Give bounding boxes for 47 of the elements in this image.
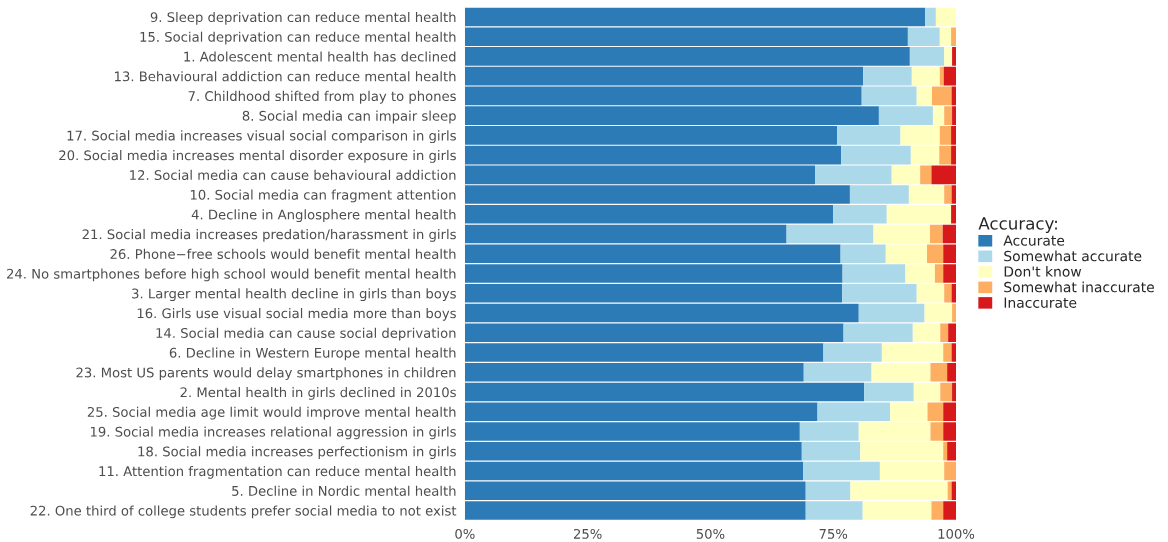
bar xyxy=(952,303,957,323)
y-tick-label: 11. Attention fragmentation can reduce mental health xyxy=(99,465,456,479)
x-tick-label: 75% xyxy=(819,528,848,539)
y-tick-label: 10. Social media can fragment attention xyxy=(190,189,456,203)
y-tick-label: 23. Most US parents would delay smartphones in children xyxy=(76,367,456,381)
y-tick-label: 2. Mental health in girls declined in 2010s xyxy=(180,386,456,400)
y-tick-label: 1. Adolescent mental health has declined xyxy=(184,51,456,62)
y-tick-label: 25. Social media age limit would improve mental health xyxy=(87,406,456,420)
x-tick-label: 25% xyxy=(573,528,602,539)
legend-label: Somewhat inaccurate xyxy=(1004,281,1154,293)
y-tick-label: 24. No smartphones before high school would benefit mental health xyxy=(6,268,456,282)
x-tick-label: 50% xyxy=(696,528,725,539)
y-tick-label: 3. Larger mental health decline in girls than boys xyxy=(132,288,456,302)
x-tick-label: 0% xyxy=(455,528,475,539)
bar xyxy=(920,165,932,185)
y-tick-label: 18. Social media increases perfectionism in girls xyxy=(138,446,456,459)
y-tick-label: 15. Social deprivation can reduce mental health xyxy=(140,31,456,45)
y-tick-label: 14. Social media can cause social deprivation xyxy=(156,327,456,341)
y-tick-label: 20. Social media increases mental disorder exposure in girls xyxy=(59,150,456,163)
y-tick-label: 7. Childhood shifted from play to phones xyxy=(188,90,456,104)
y-tick-label: 19. Social media increases relational aggression in girls xyxy=(90,426,456,440)
bar xyxy=(929,224,943,244)
bar xyxy=(951,27,957,46)
legend-title: Accuracy: xyxy=(978,217,1057,233)
bar xyxy=(944,185,952,204)
bar xyxy=(911,66,940,86)
bar xyxy=(944,284,952,303)
y-tick-label: 22. One third of college students prefer social media to not exist xyxy=(30,505,457,519)
y-tick-label: 21. Social media increases predation/harassment in girls xyxy=(82,229,456,242)
x-tick-label: 100% xyxy=(938,528,975,539)
y-tick-label: 6. Decline in Western Europe mental health xyxy=(169,347,456,361)
bar xyxy=(931,501,944,520)
legend-label: Somewhat accurate xyxy=(1004,250,1142,262)
bar xyxy=(939,66,944,86)
y-tick-label: 8. Social media can impair sleep xyxy=(242,110,456,124)
bar xyxy=(916,86,932,106)
legend-label: Inaccurate xyxy=(1004,297,1077,308)
y-tick-label: 9. Sleep deprivation can reduce mental health xyxy=(150,11,456,25)
y-tick-label: 12. Social media can cause behavioural addiction xyxy=(130,169,456,181)
y-tick-label: 13. Behavioural addiction can reduce mental health xyxy=(115,71,456,82)
legend-label: Accurate xyxy=(1003,235,1065,246)
y-tick-label: 16. Girls use visual social media more than boys xyxy=(137,308,456,321)
y-tick-label: 5. Decline in Nordic mental health xyxy=(232,485,456,496)
y-tick-label: 4. Decline in Anglosphere mental health xyxy=(191,209,456,223)
legend-label: Don't know xyxy=(1004,266,1082,277)
y-tick-label: 26. Phone−free schools would benefit mental health xyxy=(110,248,456,260)
y-tick-label: 17. Social media increases visual social comparison in girls xyxy=(67,130,456,144)
